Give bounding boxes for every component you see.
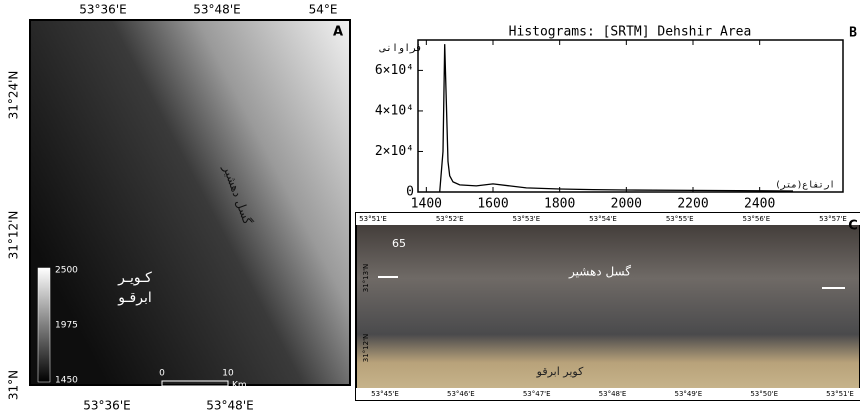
lon-label: 54°E <box>309 3 338 17</box>
lon-label: 53°47'E <box>523 390 551 398</box>
lon-label: 53°45'E <box>371 390 399 398</box>
scale-label: 0 <box>159 369 165 379</box>
desert-label: کویر ابرقو <box>536 365 584 378</box>
panel-c-labels: 53°51'E 53°52'E 53°53'E 53°54'E 53°55'E 53°56… <box>359 215 854 398</box>
dem-map <box>29 19 351 386</box>
lat-label: 31°12'N <box>362 334 370 362</box>
x-tick-label: 2000 <box>611 197 642 212</box>
scale-bar <box>161 380 229 387</box>
lon-label: 53°53'E <box>512 215 540 223</box>
elevation-legend <box>37 267 51 383</box>
plot-frame <box>417 39 844 193</box>
lon-label: 53°49'E <box>674 390 702 398</box>
lon-label: 53°36'E <box>79 3 126 17</box>
satellite-image <box>355 212 860 401</box>
panel-letter: A <box>333 25 343 40</box>
desert-label: ابرقـو <box>117 290 152 306</box>
scale-label: Km <box>232 381 247 391</box>
panel-letter: B <box>849 26 857 41</box>
scale-label: 10 <box>222 369 234 379</box>
x-tick-label: 1800 <box>544 197 575 212</box>
desert-label: کـویـر <box>117 270 152 286</box>
lon-label: 53°46'E <box>447 390 475 398</box>
panel-letter: C <box>848 219 858 234</box>
y-tick-label: 6×10⁴ <box>375 63 414 78</box>
x-tick-label: 2400 <box>744 197 775 212</box>
lon-label: 53°55'E <box>666 215 694 223</box>
legend-label: 1450 <box>55 376 78 386</box>
y-tick-label: 4×10⁴ <box>375 103 414 118</box>
lat-label: 31°24'N <box>7 71 21 120</box>
y-tick-label: 2×10⁴ <box>375 144 414 159</box>
lat-label: 31°12'N <box>7 211 21 260</box>
label-strip <box>356 213 860 225</box>
x-tick-label: 1400 <box>411 197 442 212</box>
legend-label: 1975 <box>55 321 78 331</box>
lon-label: 53°48'E <box>206 399 253 413</box>
chart-title: Histograms: [SRTM] Dehshir Area <box>509 25 752 40</box>
lon-label: 53°56'E <box>742 215 770 223</box>
lat-label: 31°13'N <box>362 264 370 292</box>
y-tick-label: 0 <box>406 185 414 200</box>
fault-label: گسل دهشیر <box>568 265 631 280</box>
histogram-line <box>439 44 794 193</box>
lon-label: 53°48'E <box>193 3 240 17</box>
lon-label: 53°51'E <box>359 215 387 223</box>
lon-label: 53°50'E <box>750 390 778 398</box>
lon-label: 53°52'E <box>436 215 464 223</box>
histogram: Histograms: [SRTM] Dehshir Area B فراوان… <box>375 25 857 212</box>
legend-label: 2500 <box>55 266 78 276</box>
lon-label: 53°48'E <box>599 390 627 398</box>
lon-label: 53°36'E <box>83 399 130 413</box>
lon-label: 53°51'E <box>826 390 854 398</box>
lon-label: 53°57'E <box>819 215 847 223</box>
label-strip <box>356 388 860 400</box>
x-axis-label: ارتفاع(متر) <box>775 181 835 191</box>
y-axis-label: فراوانی <box>379 43 422 54</box>
point-label: 65 <box>392 237 406 250</box>
x-tick-label: 1600 <box>477 197 508 212</box>
lon-label: 53°54'E <box>589 215 617 223</box>
x-tick-label: 2200 <box>677 197 708 212</box>
lat-label: 31°N <box>7 370 21 400</box>
